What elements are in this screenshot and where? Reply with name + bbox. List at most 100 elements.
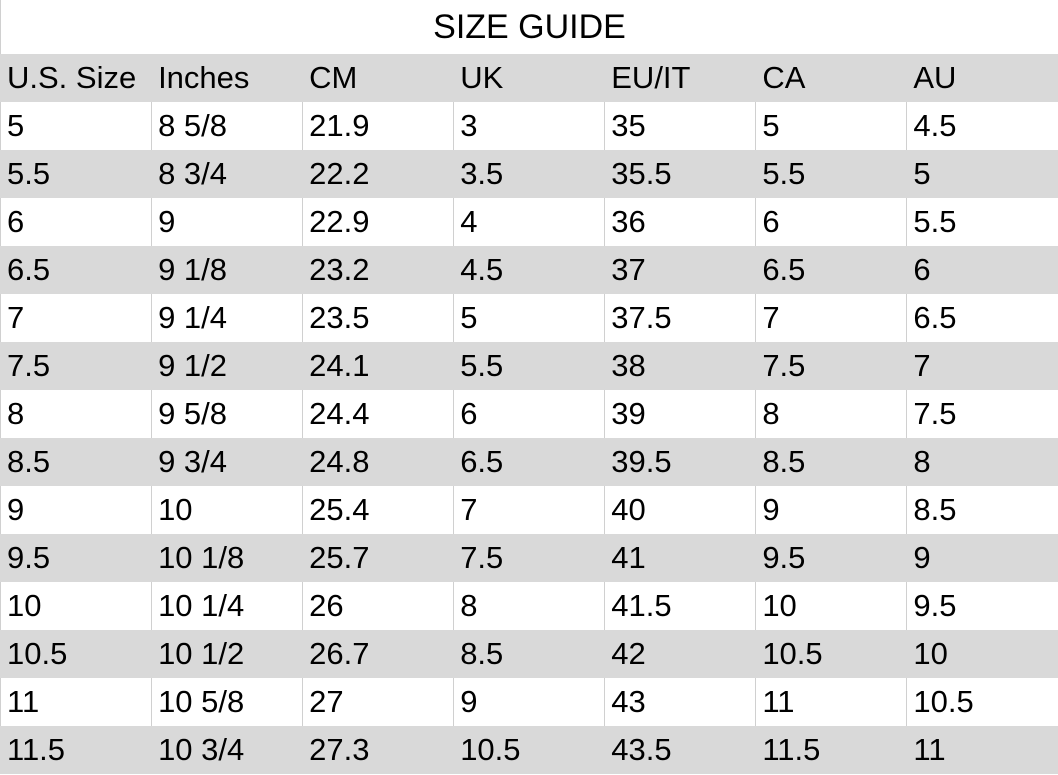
- table-cell: 9: [151, 198, 303, 246]
- table-cell: 11: [0, 678, 152, 726]
- table-cell: 4.5: [906, 102, 1058, 150]
- table-cell: 10 1/8: [151, 534, 303, 582]
- table-cell: 9 1/8: [151, 246, 303, 294]
- table-cell: 27.3: [302, 726, 454, 774]
- table-cell: 7.5: [906, 390, 1058, 438]
- table-cell: 35: [604, 102, 756, 150]
- table-cell: 10.5: [755, 630, 907, 678]
- table-cell: 7: [755, 294, 907, 342]
- table-cell: 23.5: [302, 294, 454, 342]
- table-cell: 8: [906, 438, 1058, 486]
- table-row: 11 10 5/8 27 9 43 11 10.5: [0, 678, 1058, 726]
- table-cell: 5.5: [453, 342, 605, 390]
- table-row: 5.5 8 3/4 22.2 3.5 35.5 5.5 5: [0, 150, 1058, 198]
- table-cell: 41.5: [604, 582, 756, 630]
- table-cell: 24.1: [302, 342, 454, 390]
- table-cell: 37: [604, 246, 756, 294]
- table-cell: 39.5: [604, 438, 756, 486]
- table-cell: 8: [755, 390, 907, 438]
- table-cell: 4.5: [453, 246, 605, 294]
- table-row: 6.5 9 1/8 23.2 4.5 37 6.5 6: [0, 246, 1058, 294]
- table-cell: 9 3/4: [151, 438, 303, 486]
- table-cell: 10: [755, 582, 907, 630]
- table-cell: 22.2: [302, 150, 454, 198]
- table-cell: 7.5: [453, 534, 605, 582]
- table-cell: 5: [0, 102, 152, 150]
- table-cell: 10.5: [0, 630, 152, 678]
- table-cell: 5.5: [906, 198, 1058, 246]
- table-cell: 7.5: [755, 342, 907, 390]
- table-cell: 10 1/2: [151, 630, 303, 678]
- table-row: 9.5 10 1/8 25.7 7.5 41 9.5 9: [0, 534, 1058, 582]
- table-cell: 10: [906, 630, 1058, 678]
- table-cell: 39: [604, 390, 756, 438]
- table-cell: 5.5: [0, 150, 152, 198]
- table-cell: 7: [0, 294, 152, 342]
- table-cell: 11: [755, 678, 907, 726]
- table-cell: 10: [151, 486, 303, 534]
- table-cell: 41: [604, 534, 756, 582]
- column-header: UK: [453, 54, 605, 102]
- table-cell: 36: [604, 198, 756, 246]
- table-cell: 8: [0, 390, 152, 438]
- table-cell: 24.4: [302, 390, 454, 438]
- table-cell: 26.7: [302, 630, 454, 678]
- column-header: CA: [755, 54, 907, 102]
- table-cell: 8 5/8: [151, 102, 303, 150]
- table-cell: 23.2: [302, 246, 454, 294]
- table-cell: 5: [453, 294, 605, 342]
- table-cell: 8.5: [906, 486, 1058, 534]
- table-row: 6 9 22.9 4 36 6 5.5: [0, 198, 1058, 246]
- table-cell: 22.9: [302, 198, 454, 246]
- table-cell: 4: [453, 198, 605, 246]
- table-cell: 8.5: [755, 438, 907, 486]
- table-cell: 11.5: [0, 726, 152, 774]
- table-row: 11.5 10 3/4 27.3 10.5 43.5 11.5 11: [0, 726, 1058, 774]
- column-header: AU: [906, 54, 1058, 102]
- table-cell: 6.5: [0, 246, 152, 294]
- table-cell: 26: [302, 582, 454, 630]
- table-row: 10.5 10 1/2 26.7 8.5 42 10.5 10: [0, 630, 1058, 678]
- table-cell: 43.5: [604, 726, 756, 774]
- table-cell: 37.5: [604, 294, 756, 342]
- column-header: Inches: [151, 54, 303, 102]
- table-cell: 42: [604, 630, 756, 678]
- header-row: U.S. Size Inches CM UK EU/IT CA AU: [0, 54, 1058, 102]
- table-cell: 7: [906, 342, 1058, 390]
- table-cell: 10: [0, 582, 152, 630]
- table-row: 9 10 25.4 7 40 9 8.5: [0, 486, 1058, 534]
- table-cell: 25.4: [302, 486, 454, 534]
- table-cell: 35.5: [604, 150, 756, 198]
- table-title: SIZE GUIDE: [0, 0, 1058, 54]
- table-cell: 10 5/8: [151, 678, 303, 726]
- table-cell: 25.7: [302, 534, 454, 582]
- table-cell: 9: [453, 678, 605, 726]
- table-cell: 8.5: [453, 630, 605, 678]
- table-cell: 24.8: [302, 438, 454, 486]
- table-cell: 8 3/4: [151, 150, 303, 198]
- table-cell: 5: [755, 102, 907, 150]
- table-cell: 9: [755, 486, 907, 534]
- table-cell: 11: [906, 726, 1058, 774]
- table-cell: 40: [604, 486, 756, 534]
- table-cell: 10 1/4: [151, 582, 303, 630]
- table-cell: 6: [906, 246, 1058, 294]
- table-cell: 10.5: [906, 678, 1058, 726]
- table-cell: 3: [453, 102, 605, 150]
- table-cell: 9.5: [906, 582, 1058, 630]
- table-cell: 6.5: [755, 246, 907, 294]
- table-cell: 5: [906, 150, 1058, 198]
- table-cell: 9 5/8: [151, 390, 303, 438]
- table-cell: 6: [453, 390, 605, 438]
- table-cell: 27: [302, 678, 454, 726]
- table-cell: 38: [604, 342, 756, 390]
- column-header: EU/IT: [604, 54, 756, 102]
- table-cell: 5.5: [755, 150, 907, 198]
- table-cell: 7: [453, 486, 605, 534]
- column-header: CM: [302, 54, 454, 102]
- table-cell: 8.5: [0, 438, 152, 486]
